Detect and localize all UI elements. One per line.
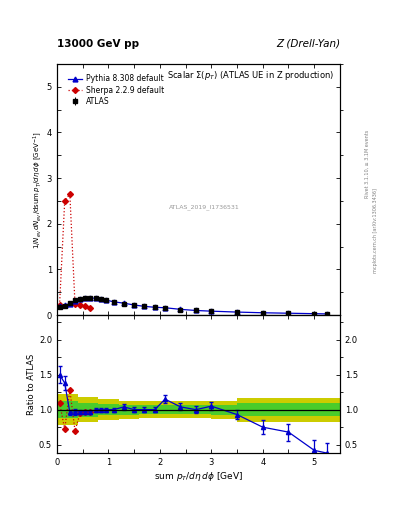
Pythia 8.308 default xyxy=(103,297,108,303)
Text: Z (Drell-Yan): Z (Drell-Yan) xyxy=(276,38,340,49)
Pythia 8.308 default xyxy=(325,311,329,317)
Pythia 8.308 default xyxy=(62,302,67,308)
Sherpa 2.2.9 default xyxy=(73,301,77,307)
Y-axis label: Ratio to ATLAS: Ratio to ATLAS xyxy=(27,353,36,415)
Pythia 8.308 default xyxy=(142,303,147,309)
Pythia 8.308 default xyxy=(121,300,126,306)
Y-axis label: $1/N_{ev}\,dN_{ev}/\mathrm{dsum}\,p_T/d\eta\,d\phi$ [GeV$^{-1}$]: $1/N_{ev}\,dN_{ev}/\mathrm{dsum}\,p_T/d\… xyxy=(31,131,44,249)
Pythia 8.308 default xyxy=(235,309,239,315)
X-axis label: sum $p_T/d\eta\,d\phi$ [GeV]: sum $p_T/d\eta\,d\phi$ [GeV] xyxy=(154,470,243,483)
Pythia 8.308 default xyxy=(152,304,157,310)
Pythia 8.308 default xyxy=(68,301,72,307)
Pythia 8.308 default xyxy=(193,307,198,313)
Pythia 8.308 default xyxy=(178,306,183,312)
Pythia 8.308 default xyxy=(78,296,83,302)
Pythia 8.308 default xyxy=(88,295,93,301)
Pythia 8.308 default xyxy=(98,296,103,302)
Line: Sherpa 2.2.9 default: Sherpa 2.2.9 default xyxy=(57,192,92,310)
Pythia 8.308 default xyxy=(209,308,214,314)
Sherpa 2.2.9 default xyxy=(62,198,67,204)
Pythia 8.308 default xyxy=(57,303,62,309)
Text: mcplots.cern.ch [arXiv:1306.3436]: mcplots.cern.ch [arXiv:1306.3436] xyxy=(373,188,378,273)
Sherpa 2.2.9 default xyxy=(83,303,88,309)
Pythia 8.308 default xyxy=(286,310,291,316)
Text: Rivet 3.1.10, ≥ 3.1M events: Rivet 3.1.10, ≥ 3.1M events xyxy=(365,130,370,198)
Text: 13000 GeV pp: 13000 GeV pp xyxy=(57,38,139,49)
Pythia 8.308 default xyxy=(111,298,116,305)
Line: Pythia 8.308 default: Pythia 8.308 default xyxy=(57,296,329,316)
Text: ATLAS_2019_I1736531: ATLAS_2019_I1736531 xyxy=(169,204,239,210)
Sherpa 2.2.9 default xyxy=(78,303,83,309)
Sherpa 2.2.9 default xyxy=(68,191,72,197)
Pythia 8.308 default xyxy=(83,295,88,301)
Pythia 8.308 default xyxy=(93,295,98,301)
Pythia 8.308 default xyxy=(312,311,317,317)
Pythia 8.308 default xyxy=(163,305,167,311)
Sherpa 2.2.9 default xyxy=(88,305,93,311)
Sherpa 2.2.9 default xyxy=(57,302,62,308)
Pythia 8.308 default xyxy=(132,302,136,308)
Pythia 8.308 default xyxy=(261,310,265,316)
Legend: Pythia 8.308 default, Sherpa 2.2.9 default, ATLAS: Pythia 8.308 default, Sherpa 2.2.9 defau… xyxy=(66,73,165,108)
Text: Scalar $\Sigma(p_T)$ (ATLAS UE in Z production): Scalar $\Sigma(p_T)$ (ATLAS UE in Z prod… xyxy=(167,69,334,82)
Pythia 8.308 default xyxy=(73,298,77,304)
